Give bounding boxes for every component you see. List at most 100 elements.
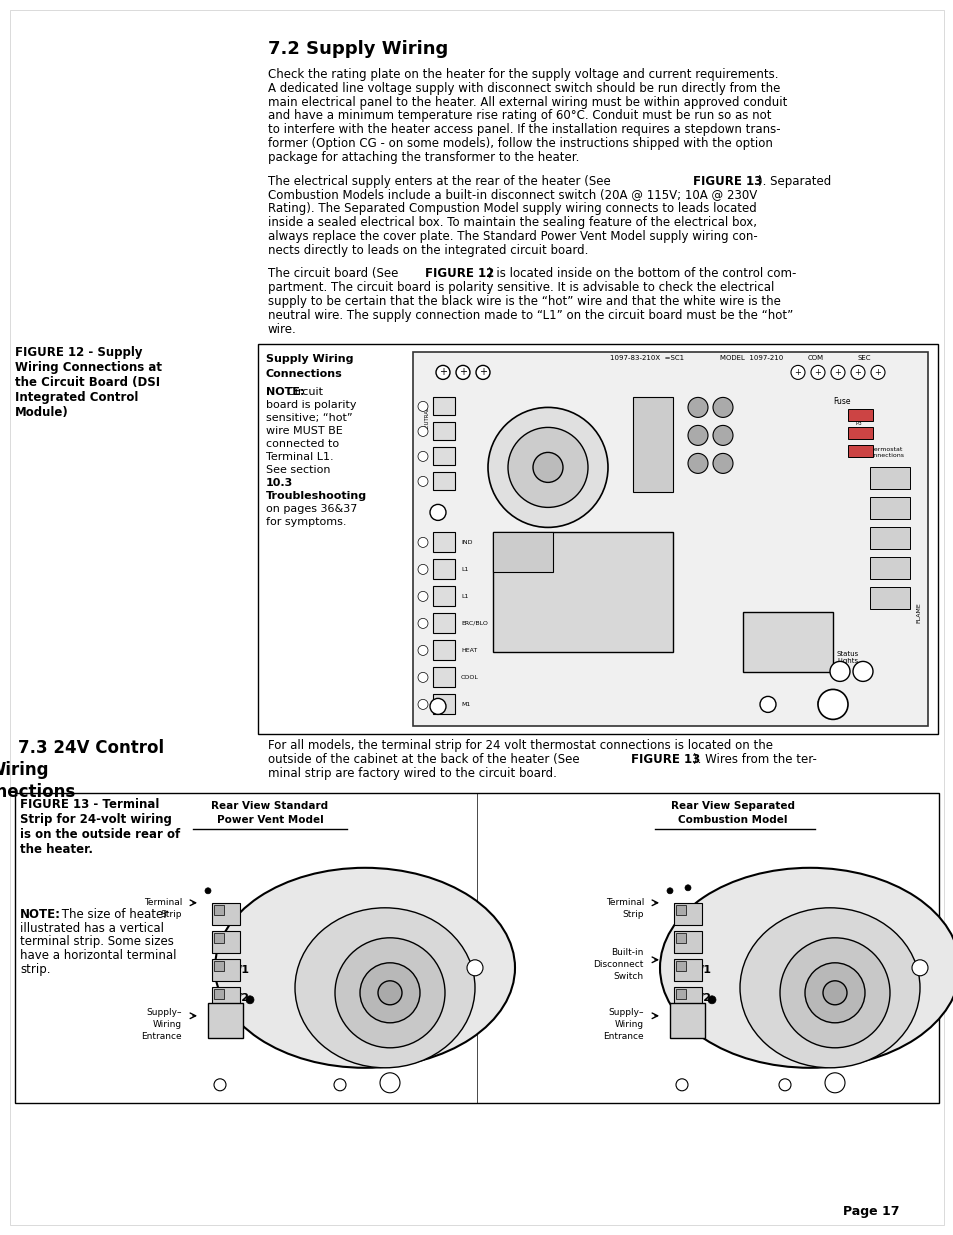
Text: COOL: COOL <box>460 674 478 680</box>
Text: +: + <box>854 368 861 377</box>
Text: +: + <box>478 367 486 378</box>
Circle shape <box>359 963 419 1023</box>
Bar <box>257 345 937 735</box>
Text: connected to: connected to <box>266 440 338 450</box>
Circle shape <box>456 366 470 379</box>
Text: main electrical panel to the heater. All external wiring must be within approved: main electrical panel to the heater. All… <box>268 95 786 109</box>
Text: board is polarity: board is polarity <box>266 400 356 410</box>
Text: Supply–: Supply– <box>608 1008 643 1016</box>
Text: Strip: Strip <box>622 910 643 919</box>
Text: See section: See section <box>266 466 334 475</box>
Text: +: + <box>874 368 881 377</box>
Text: G: G <box>230 937 239 947</box>
Circle shape <box>676 1079 687 1091</box>
Text: Y: Y <box>886 595 892 601</box>
Bar <box>433 447 455 466</box>
Text: FIGURE 13: FIGURE 13 <box>630 753 700 766</box>
Text: The size of heater: The size of heater <box>58 908 168 921</box>
Text: +: + <box>814 368 821 377</box>
Text: Circuit: Circuit <box>266 388 323 398</box>
Text: ). Wires from the ter-: ). Wires from the ter- <box>692 753 816 766</box>
Text: G: G <box>691 937 700 947</box>
Text: FIGURE 13: FIGURE 13 <box>692 174 761 188</box>
Circle shape <box>804 963 864 1023</box>
Bar <box>676 989 685 999</box>
Circle shape <box>334 1079 346 1091</box>
Text: +: + <box>438 367 447 378</box>
Text: M1: M1 <box>460 701 470 706</box>
Bar <box>493 532 553 572</box>
Text: ⊕: ⊕ <box>781 1079 788 1089</box>
Text: Page 17: Page 17 <box>842 1205 899 1218</box>
Text: L1: L1 <box>460 594 468 599</box>
Circle shape <box>666 888 672 894</box>
Text: package for attaching the transformer to the heater.: package for attaching the transformer to… <box>268 151 578 164</box>
Bar <box>847 427 872 440</box>
Circle shape <box>822 981 846 1005</box>
Text: Rating). The Separated Compustion Model supply wiring connects to leads located: Rating). The Separated Compustion Model … <box>268 203 756 215</box>
Text: ⊕: ⊕ <box>335 1079 344 1089</box>
Text: R: R <box>886 505 892 511</box>
Text: Troubleshooting: Troubleshooting <box>266 492 367 501</box>
Text: partment. The circuit board is polarity sensitive. It is advisable to check the : partment. The circuit board is polarity … <box>268 282 774 294</box>
Bar <box>673 931 701 952</box>
Circle shape <box>417 646 428 656</box>
Text: Terminal: Terminal <box>144 898 182 906</box>
Text: Spark
Transformer: Spark Transformer <box>524 437 571 457</box>
Bar <box>742 613 832 672</box>
Text: have a horizontal terminal: have a horizontal terminal <box>20 950 176 962</box>
Text: 24VAC 60Hz~.30 mA
ANS/ 221.20 AUTOMATIC: 24VAC 60Hz~.30 mA ANS/ 221.20 AUTOMATIC <box>647 547 659 613</box>
Text: Fuse: Fuse <box>832 398 850 406</box>
Circle shape <box>779 1079 790 1091</box>
Text: on pages 36&37: on pages 36&37 <box>266 504 357 515</box>
Text: W2: W2 <box>691 993 711 1003</box>
Text: inside a sealed electrical box. To maintain the sealing feature of the electrica: inside a sealed electrical box. To maint… <box>268 216 757 228</box>
Ellipse shape <box>740 908 919 1068</box>
Bar <box>212 931 240 952</box>
Bar <box>847 409 872 421</box>
Bar <box>208 1003 243 1037</box>
Circle shape <box>850 366 864 379</box>
Text: W1: W1 <box>691 965 711 974</box>
Bar <box>433 422 455 441</box>
Text: +: + <box>763 699 771 709</box>
Text: FIGURE 12 - Supply
Wiring Connections at
the Circuit Board (DSI
Integrated Contr: FIGURE 12 - Supply Wiring Connections at… <box>15 346 162 420</box>
Text: minal strip are factory wired to the circuit board.: minal strip are factory wired to the cir… <box>268 767 557 781</box>
Text: Check the rating plate on the heater for the supply voltage and current requirem: Check the rating plate on the heater for… <box>268 68 778 82</box>
Text: P3: P3 <box>855 421 862 426</box>
Circle shape <box>417 477 428 487</box>
Text: W1: W1 <box>230 965 250 974</box>
Text: Terminal: Terminal <box>605 898 643 906</box>
Text: For all models, the terminal strip for 24 volt thermostat connections is located: For all models, the terminal strip for 2… <box>268 740 772 752</box>
Text: L1: L1 <box>460 567 468 572</box>
Circle shape <box>712 453 732 473</box>
Bar <box>212 987 240 1009</box>
Circle shape <box>507 427 587 508</box>
Text: to interfere with the heater access panel. If the installation requires a stepdo: to interfere with the heater access pane… <box>268 124 780 136</box>
Bar <box>676 961 685 971</box>
Text: wire MUST BE: wire MUST BE <box>266 426 342 436</box>
Ellipse shape <box>214 868 515 1068</box>
Text: HEAT: HEAT <box>460 648 476 653</box>
Bar <box>673 987 701 1009</box>
Text: SEC: SEC <box>857 356 871 362</box>
Bar <box>413 352 927 726</box>
Circle shape <box>436 366 450 379</box>
Text: Thermostat
Connections: Thermostat Connections <box>864 447 903 458</box>
Bar <box>869 527 909 550</box>
Bar <box>493 532 672 652</box>
Text: +: + <box>458 367 467 378</box>
Circle shape <box>488 408 607 527</box>
Circle shape <box>687 453 707 473</box>
Text: former (Option CG - on some models), follow the instructions shipped with the op: former (Option CG - on some models), fol… <box>268 137 772 149</box>
Bar <box>433 614 455 634</box>
Text: G: G <box>886 566 892 572</box>
Circle shape <box>417 592 428 601</box>
Text: nects directly to leads on the integrated circuit board.: nects directly to leads on the integrate… <box>268 243 588 257</box>
Bar <box>213 989 224 999</box>
Circle shape <box>417 537 428 547</box>
Circle shape <box>760 697 775 713</box>
Text: Status
Lights: Status Lights <box>836 651 859 664</box>
Text: Connections: Connections <box>266 369 342 379</box>
Bar <box>213 905 224 915</box>
